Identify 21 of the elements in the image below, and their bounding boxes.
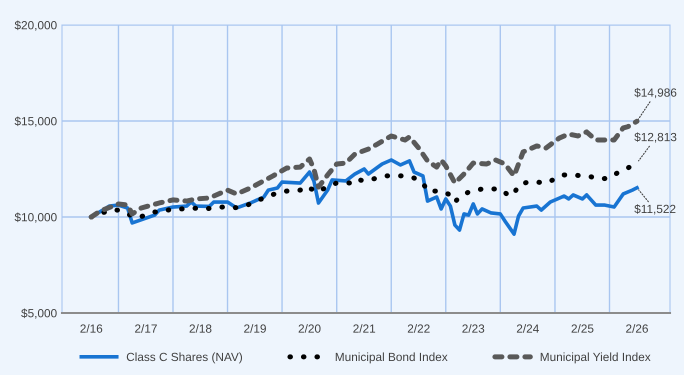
legend-label: Municipal Yield Index — [540, 352, 651, 364]
annotation: $14,986 — [634, 88, 676, 98]
x-tick-label: 2/17 — [135, 324, 157, 333]
y-tick-label: $20,000 — [14, 20, 57, 31]
y-tick-label: $5,000 — [21, 308, 57, 319]
legend-label: Municipal Bond Index — [336, 352, 448, 364]
x-tick-label: 2/25 — [572, 324, 594, 333]
annotation: $12,813 — [634, 132, 676, 143]
x-tick-label: 2/23 — [462, 324, 484, 333]
x-tick-label: 2/18 — [190, 324, 212, 333]
legend-label: Class C Shares (NAV) — [126, 352, 242, 364]
y-tick-label: $10,000 — [14, 212, 57, 223]
x-tick-label: 2/20 — [298, 324, 321, 333]
y-tick-label: $15,000 — [14, 116, 57, 127]
x-tick-label: 2/16 — [80, 324, 102, 333]
annotation: $11,522 — [634, 204, 676, 215]
x-tick-label: 2/19 — [244, 324, 266, 333]
x-tick-label: 2/21 — [353, 324, 376, 333]
x-tick-label: 2/22 — [408, 324, 430, 333]
x-tick-label: 2/26 — [626, 324, 648, 333]
x-tick-label: 2/24 — [516, 324, 539, 333]
